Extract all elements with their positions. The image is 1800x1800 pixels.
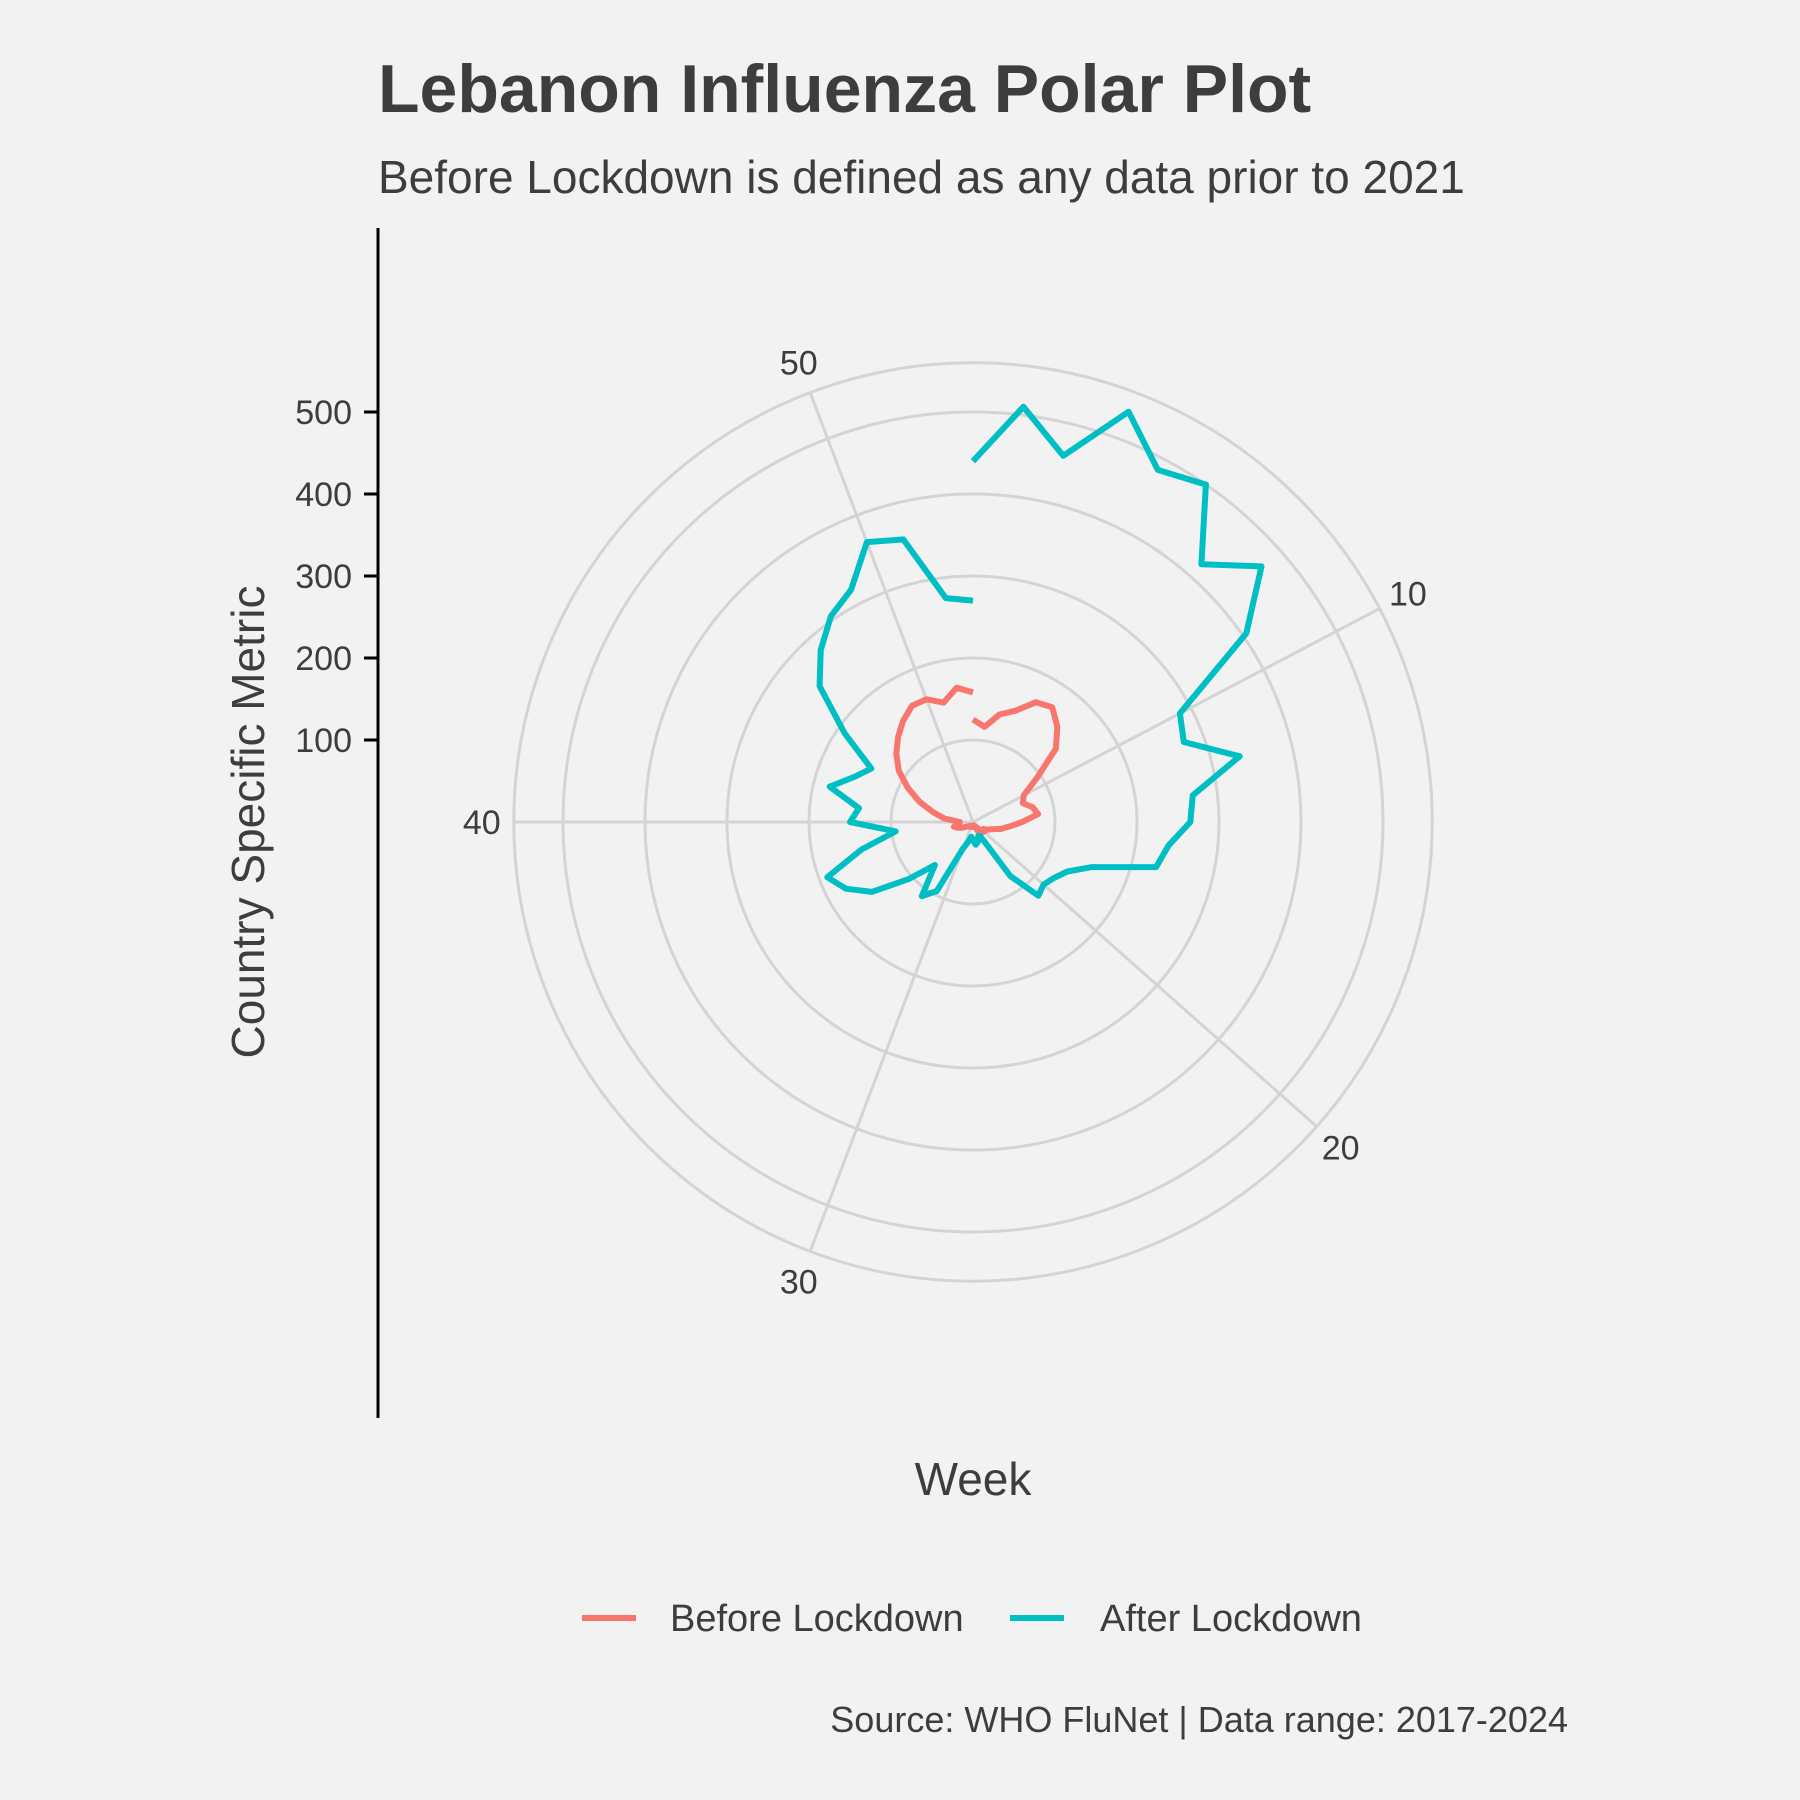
legend-label-before: Before Lockdown xyxy=(670,1598,964,1640)
y-tick-label: 500 xyxy=(295,394,352,432)
y-tick-label: 200 xyxy=(295,640,352,678)
chart-subtitle: Before Lockdown is defined as any data p… xyxy=(378,151,1465,203)
y-tick-labels: 100 200 300 400 500 xyxy=(295,394,378,760)
grid-spoke xyxy=(808,821,975,1252)
y-tick-label: 300 xyxy=(295,558,352,596)
series-line-before-lockdown xyxy=(893,684,1061,835)
week-tick-label: 50 xyxy=(780,345,818,383)
week-tick-label: 10 xyxy=(1389,576,1427,614)
y-tick-label: 100 xyxy=(295,722,352,760)
week-tick-label: 30 xyxy=(780,1263,818,1301)
grid-spoke xyxy=(972,607,1381,824)
y-tick-label: 400 xyxy=(295,476,352,514)
week-tick-label: 20 xyxy=(1322,1130,1360,1168)
grid-spoke xyxy=(972,820,1318,1128)
caption: Source: WHO FluNet | Data range: 2017-20… xyxy=(830,1699,1568,1740)
week-tick-labels: 10 20 30 40 50 xyxy=(463,345,1427,1302)
x-axis-title: Week xyxy=(915,1453,1033,1505)
week-tick-label: 40 xyxy=(463,804,501,842)
legend-label-after: After Lockdown xyxy=(1100,1598,1362,1640)
polar-grid xyxy=(512,361,1434,1283)
y-axis-title: Country Specific Metric xyxy=(222,586,274,1059)
legend: Before Lockdown After Lockdown xyxy=(582,1598,1362,1640)
series-line-after-lockdown xyxy=(816,403,1265,900)
grid-spoke xyxy=(808,392,975,823)
chart-title: Lebanon Influenza Polar Plot xyxy=(378,51,1311,127)
series-layer xyxy=(816,403,1265,900)
